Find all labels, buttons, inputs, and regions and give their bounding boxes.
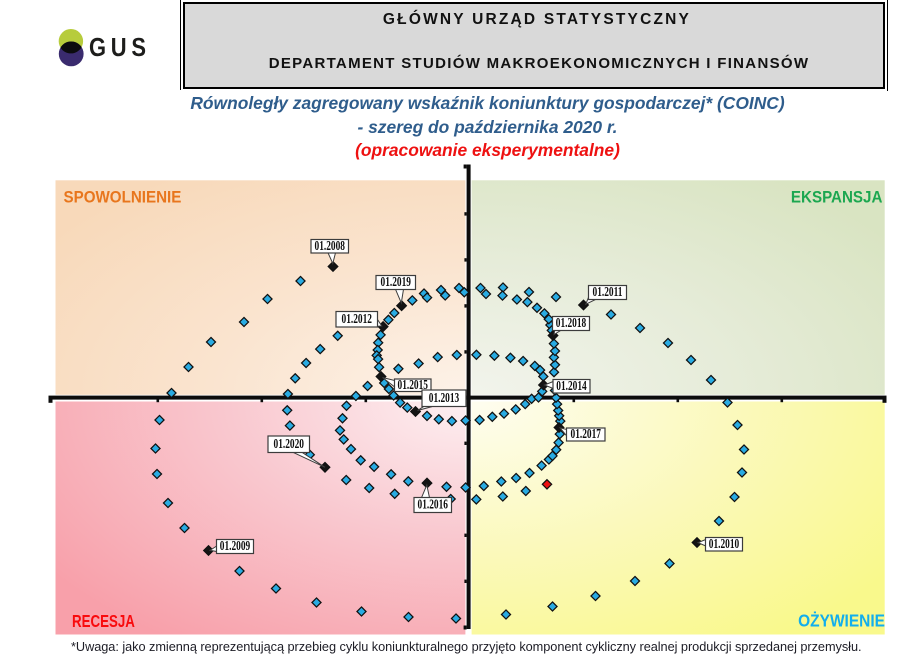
svg-text:01.2013: 01.2013 bbox=[429, 389, 459, 405]
svg-text:01.2010: 01.2010 bbox=[709, 535, 739, 551]
svg-text:EKSPANSJA: EKSPANSJA bbox=[791, 189, 883, 207]
svg-text:01.2008: 01.2008 bbox=[315, 237, 345, 253]
svg-text:01.2019: 01.2019 bbox=[381, 273, 411, 289]
svg-text:SPOWOLNIENIE: SPOWOLNIENIE bbox=[64, 189, 182, 207]
svg-text:01.2014: 01.2014 bbox=[556, 377, 586, 393]
svg-text:OŻYWIENIE: OŻYWIENIE bbox=[798, 611, 885, 631]
svg-text:01.2009: 01.2009 bbox=[220, 537, 250, 553]
svg-text:01.2020: 01.2020 bbox=[274, 435, 304, 451]
svg-text:01.2011: 01.2011 bbox=[593, 283, 623, 299]
svg-text:01.2012: 01.2012 bbox=[342, 310, 372, 326]
svg-text:01.2018: 01.2018 bbox=[556, 314, 586, 330]
svg-text:01.2016: 01.2016 bbox=[418, 496, 448, 512]
svg-text:RECESJA: RECESJA bbox=[72, 612, 135, 631]
svg-text:01.2015: 01.2015 bbox=[398, 376, 428, 392]
svg-text:01.2017: 01.2017 bbox=[571, 425, 601, 441]
